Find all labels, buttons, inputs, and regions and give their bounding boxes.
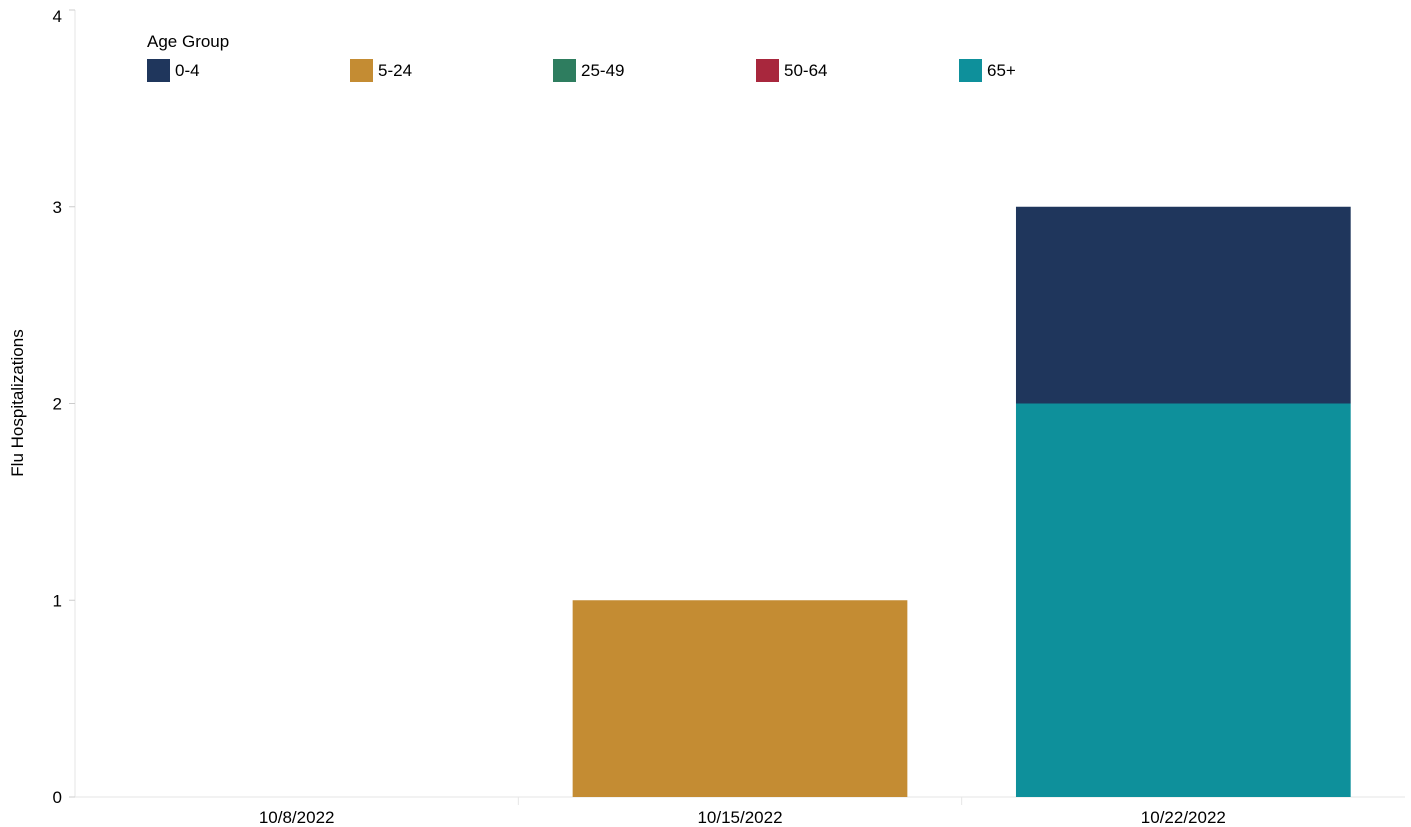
bar-segment-65plus[interactable] — [1015, 403, 1351, 798]
x-tick-label: 10/8/2022 — [259, 808, 335, 827]
legend-title: Age Group — [147, 32, 230, 51]
legend-swatch — [147, 59, 170, 82]
bars — [572, 206, 1351, 798]
x-tick-label: 10/15/2022 — [697, 808, 782, 827]
legend: Age Group 0-4 5-24 25-49 50-64 65+ — [147, 32, 1016, 82]
legend-item[interactable]: 5-24 — [350, 59, 412, 82]
y-tick-label: 3 — [53, 198, 62, 217]
legend-item[interactable]: 25-49 — [553, 59, 624, 82]
legend-swatch — [350, 59, 373, 82]
legend-label: 50-64 — [784, 61, 828, 80]
y-tick-label: 1 — [53, 591, 62, 610]
legend-item[interactable]: 65+ — [959, 59, 1016, 82]
y-tick-label: 0 — [53, 788, 62, 807]
x-tick-label: 10/22/2022 — [1141, 808, 1226, 827]
bar-segment-0-4[interactable] — [1015, 206, 1351, 404]
bar-segment-5-24[interactable] — [572, 600, 908, 797]
legend-swatch — [553, 59, 576, 82]
legend-swatch — [756, 59, 779, 82]
y-tick-label: 4 — [53, 7, 62, 26]
y-tick-label: 2 — [53, 395, 62, 414]
legend-label: 0-4 — [175, 61, 200, 80]
y-axis-label: Flu Hospitalizations — [8, 329, 27, 476]
y-axis-ticks: 0 1 2 3 4 — [53, 7, 75, 807]
legend-label: 25-49 — [581, 61, 625, 80]
legend-item[interactable]: 50-64 — [756, 59, 827, 82]
legend-item[interactable]: 0-4 — [147, 59, 200, 82]
legend-swatch — [959, 59, 982, 82]
legend-label: 5-24 — [378, 61, 413, 80]
x-axis-ticks: 10/8/2022 10/15/2022 10/22/2022 — [259, 808, 1226, 827]
legend-label: 65+ — [987, 61, 1016, 80]
